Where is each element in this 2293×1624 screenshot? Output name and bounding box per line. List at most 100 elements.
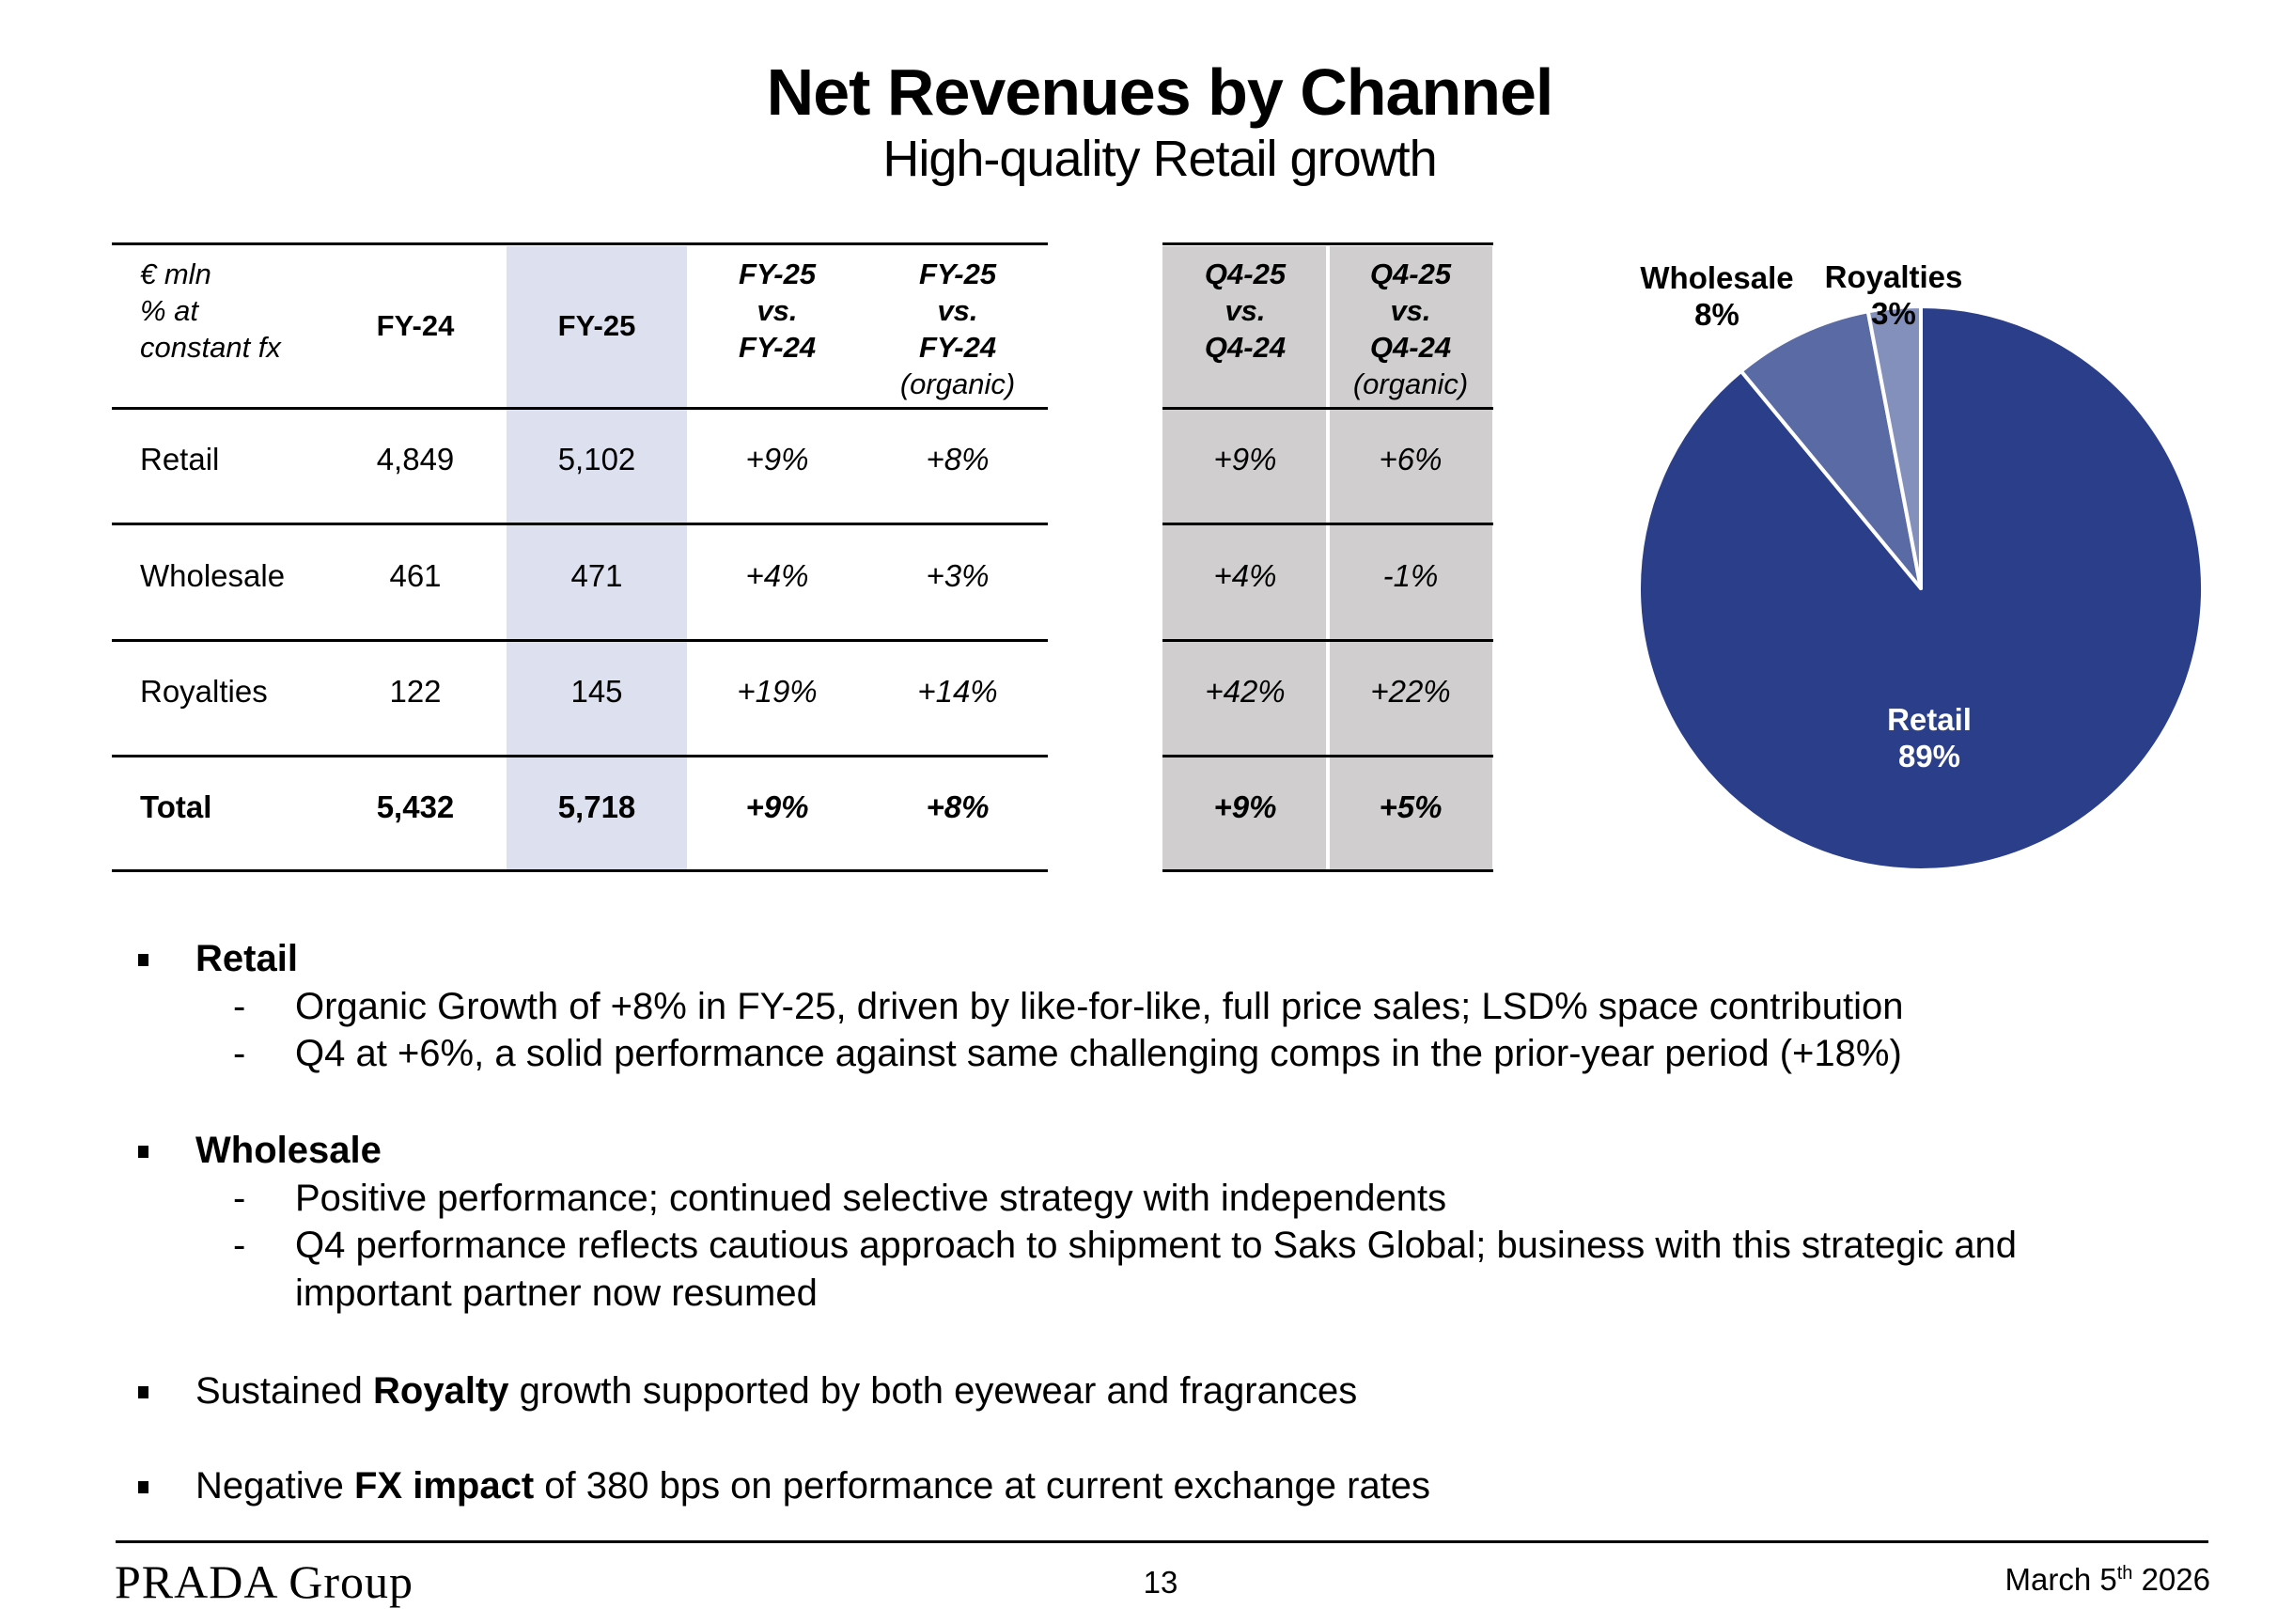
presentation-date: March 5th 2026 <box>2005 1562 2211 1598</box>
sub-bullet-dash-icon: - <box>233 1033 246 1074</box>
bullet-emphasis: FX impact <box>353 1465 535 1507</box>
page-subtitle: High-quality Retail growth <box>882 131 1437 187</box>
cell-fy25-vs-fy24: +19% <box>737 674 818 709</box>
cell-fy25: 471 <box>570 558 623 593</box>
cell-q4-vs-q4: +9% <box>1213 789 1277 824</box>
header-note: (organic) <box>1352 367 1469 400</box>
header-line: Q4-25 <box>1204 258 1287 290</box>
bullet-square-icon <box>138 1481 148 1493</box>
pie-label-retail: Retail 89% <box>1821 701 2037 774</box>
cell-fy25: 5,718 <box>557 789 636 824</box>
cell-fy24: 4,849 <box>376 442 455 476</box>
cell-q4-vs-q4-organic: +22% <box>1370 674 1451 709</box>
bullet-emphasis: Royalty <box>373 1370 509 1412</box>
sub-bullet-text: Organic Growth of +8% in FY-25, driven b… <box>295 986 1904 1027</box>
row-label: Royalties <box>140 674 268 709</box>
cell-fy25-vs-fy24-organic: +14% <box>917 674 998 709</box>
sub-bullet-text: Q4 at +6%, a solid performance against s… <box>295 1033 1902 1074</box>
table-rule-bottom <box>112 869 1048 872</box>
cell-q4-vs-q4: +4% <box>1213 558 1277 593</box>
sub-bullet-text: Positive performance; continued selectiv… <box>295 1178 1447 1219</box>
footer-rule <box>116 1540 2208 1543</box>
row-label: Total <box>140 789 212 824</box>
date-ordinal: th <box>2116 1563 2133 1584</box>
header-line: vs. <box>937 294 978 327</box>
pie-label-retail-name: Retail <box>1887 702 1972 737</box>
sub-bullet-dash-icon: - <box>233 1178 246 1219</box>
bullet-text: Sustained Royalty growth supported by bo… <box>195 1367 1357 1414</box>
bullet-square-icon <box>138 954 148 966</box>
cell-fy24: 5,432 <box>376 789 455 824</box>
bullet-emphasis: Wholesale <box>195 1130 382 1171</box>
header-line: FY-25 <box>738 258 817 290</box>
bullet-segment: growth supported by both eyewear and fra… <box>508 1370 1358 1412</box>
header-line: vs. <box>1224 294 1266 327</box>
page-title: Net Revenues by Channel <box>766 55 1554 129</box>
col-header-q4-vs-q4: Q4-25 vs. Q4-24 <box>1161 256 1330 366</box>
pie-label-wholesale-value: 8% <box>1694 297 1739 332</box>
page-number: 13 <box>1143 1565 1178 1600</box>
date-day: March 5 <box>2004 1562 2117 1597</box>
pie-label-retail-value: 89% <box>1897 739 1961 773</box>
sub-bullet-text: important partner now resumed <box>295 1273 818 1314</box>
bullet-text: Negative FX impact of 380 bps on perform… <box>195 1462 1430 1509</box>
header-line: FY-24 <box>918 331 997 364</box>
cell-fy25: 5,102 <box>557 442 636 476</box>
pie-slice-royalties <box>1865 304 1923 590</box>
pie-slice-wholesale <box>1739 309 1923 590</box>
table-rule-top <box>112 242 1048 245</box>
bullet-square-icon <box>138 1386 148 1398</box>
table-rule-row2 <box>112 639 1048 642</box>
bullet-emphasis: Retail <box>195 938 298 979</box>
row-label: Wholesale <box>140 558 286 593</box>
cell-fy25-vs-fy24-organic: +8% <box>926 789 990 824</box>
col-header-fy25-vs-fy24-organic: FY-25 vs. FY-24 (organic) <box>873 256 1042 402</box>
header-line: FY-25 <box>918 258 997 290</box>
unit-label-line: % at <box>140 294 199 327</box>
cell-fy25-vs-fy24: +4% <box>745 558 809 593</box>
col-header-q4-vs-q4-organic: Q4-25 vs. Q4-24 (organic) <box>1326 256 1495 402</box>
fy25-column-shade <box>507 246 687 870</box>
cell-fy25-vs-fy24-organic: +8% <box>926 442 990 476</box>
col-header-fy25: FY-25 <box>557 309 636 342</box>
cell-fy24: 122 <box>389 674 442 709</box>
prada-group-logo: PRADA Group <box>115 1555 413 1608</box>
q4-rule-row1 <box>1162 523 1493 525</box>
header-line: Q4-24 <box>1369 331 1452 364</box>
sub-bullet-text: Q4 performance reflects cautious approac… <box>295 1225 2018 1266</box>
q4-rule-row3 <box>1162 755 1493 757</box>
pie-label-wholesale: Wholesale 8% <box>1609 259 1825 333</box>
sub-bullet-dash-icon: - <box>233 986 246 1027</box>
pie-label-royalties: Royalties 3% <box>1786 258 2002 332</box>
header-line: vs. <box>757 294 798 327</box>
pie-label-wholesale-name: Wholesale <box>1640 260 1794 295</box>
header-note: (organic) <box>899 367 1016 400</box>
unit-label-line: constant fx <box>140 331 281 364</box>
row-label: Retail <box>140 442 220 476</box>
date-year: 2026 <box>2132 1562 2210 1597</box>
bullet-segment: Negative <box>195 1465 354 1507</box>
table-rule-header <box>112 407 1048 410</box>
q4-rule-header <box>1162 407 1493 410</box>
cell-q4-vs-q4-organic: +6% <box>1379 442 1443 476</box>
bullet-square-icon <box>138 1146 148 1158</box>
cell-fy25-vs-fy24-organic: +3% <box>926 558 990 593</box>
q4-rule-bottom <box>1162 869 1493 872</box>
table-rule-row3 <box>112 755 1048 757</box>
cell-fy24: 461 <box>389 558 442 593</box>
table-rule-row1 <box>112 523 1048 525</box>
bullet-text: Wholesale <box>195 1127 382 1174</box>
unit-label-line: € mln <box>140 258 211 290</box>
header-line: vs. <box>1390 294 1431 327</box>
unit-label: € mln % at constant fx <box>140 256 281 366</box>
cell-fy25: 145 <box>570 674 623 709</box>
pie-slice-retail <box>1637 304 2205 872</box>
bullet-segment: of 380 bps on performance at current exc… <box>534 1465 1431 1507</box>
sub-bullet-dash-icon: - <box>233 1225 246 1266</box>
col-header-fy25-vs-fy24: FY-25 vs. FY-24 <box>693 256 862 366</box>
q4-rule-top <box>1162 242 1493 245</box>
header-line: Q4-25 <box>1369 258 1452 290</box>
cell-q4-vs-q4-organic: +5% <box>1379 789 1443 824</box>
pie-label-royalties-value: 3% <box>1871 296 1916 331</box>
bullet-segment: Sustained <box>195 1370 374 1412</box>
